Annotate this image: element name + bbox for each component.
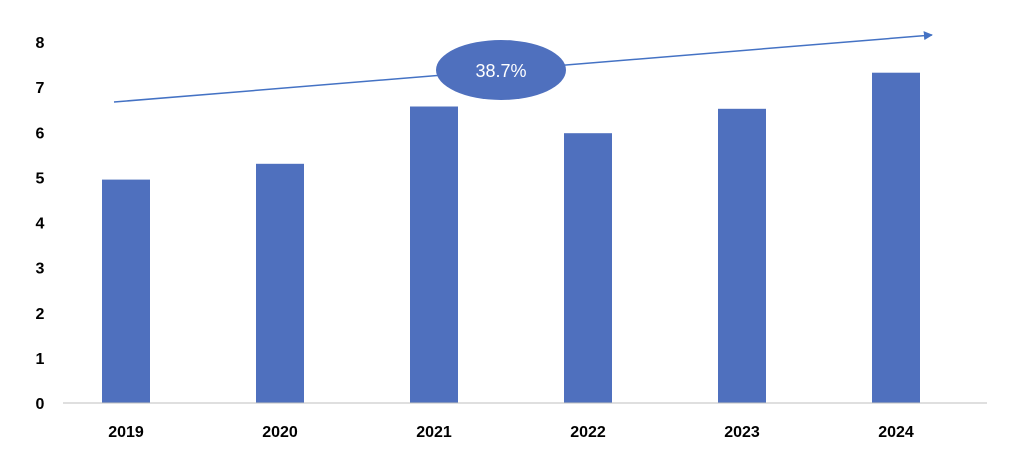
- x-tick-label: 2019: [108, 424, 144, 441]
- bar-2019: [102, 179, 150, 403]
- growth-callout: 38.7%: [436, 40, 566, 100]
- growth-callout-text: 38.7%: [475, 61, 526, 81]
- growth-callout-ellipse: [436, 40, 566, 100]
- x-axis-tick-labels: 2019 2020 2021 2022 2023 2024: [108, 424, 914, 441]
- bar-2024: [872, 72, 920, 403]
- bar-2022: [564, 133, 612, 403]
- bar-2021: [410, 106, 458, 403]
- y-tick-label: 0: [36, 396, 45, 413]
- y-tick-label: 5: [36, 170, 45, 187]
- y-tick-label: 6: [36, 125, 45, 142]
- x-tick-label: 2023: [724, 424, 760, 441]
- y-tick-label: 8: [36, 35, 45, 52]
- x-tick-label: 2022: [570, 424, 606, 441]
- y-tick-label: 7: [36, 80, 45, 97]
- y-tick-label: 3: [36, 261, 45, 278]
- x-tick-label: 2021: [416, 424, 452, 441]
- y-tick-label: 4: [36, 216, 45, 233]
- x-tick-label: 2024: [878, 424, 914, 441]
- y-axis-tick-labels: 0 1 2 3 4 5 6 7 8: [36, 35, 45, 413]
- bars: [102, 72, 920, 404]
- bar-2023: [718, 108, 766, 404]
- bar-2020: [256, 163, 304, 403]
- y-tick-label: 2: [36, 306, 45, 323]
- y-tick-label: 1: [36, 351, 45, 368]
- x-tick-label: 2020: [262, 424, 298, 441]
